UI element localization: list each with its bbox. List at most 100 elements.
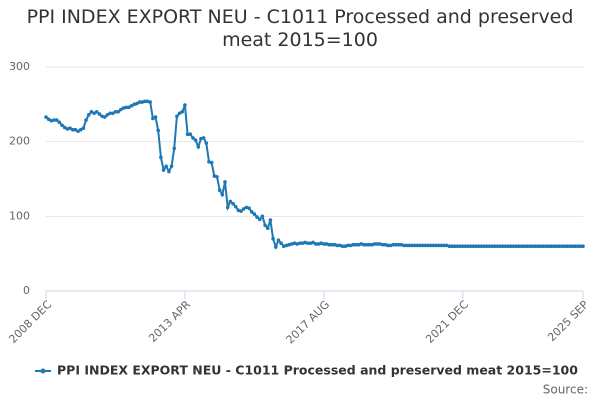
point	[335, 243, 340, 248]
point	[164, 164, 169, 169]
point	[306, 241, 310, 246]
point	[68, 126, 72, 131]
point	[485, 244, 489, 248]
point	[191, 136, 195, 140]
x-tick-label: 2017 AUG	[284, 298, 333, 347]
point	[249, 210, 254, 214]
point	[452, 244, 457, 248]
point	[73, 127, 78, 132]
point	[428, 243, 433, 248]
point	[570, 244, 575, 248]
point	[410, 243, 414, 248]
point	[565, 244, 569, 248]
point	[193, 138, 198, 142]
point	[466, 244, 470, 248]
point	[407, 243, 412, 248]
x-tick-label: 2021 DEC	[423, 298, 471, 346]
point	[434, 243, 438, 248]
point	[557, 244, 561, 248]
chart-title: PPI INDEX EXPORT NEU - C1011 Processed a…	[26, 6, 574, 51]
point	[412, 243, 417, 248]
point	[81, 126, 86, 131]
point	[519, 244, 524, 248]
point	[380, 242, 385, 247]
point	[367, 242, 372, 247]
point	[559, 244, 564, 248]
point	[546, 244, 551, 248]
point	[533, 244, 537, 248]
point	[169, 164, 174, 169]
point	[183, 103, 187, 107]
point	[442, 243, 446, 248]
point	[108, 111, 112, 116]
point	[404, 243, 409, 248]
point	[511, 244, 516, 248]
point	[225, 205, 230, 210]
point	[180, 110, 185, 114]
point	[102, 115, 107, 119]
point	[177, 111, 182, 116]
point	[479, 244, 484, 248]
point	[94, 110, 99, 114]
point	[450, 244, 454, 248]
point	[153, 115, 158, 119]
point	[84, 118, 88, 122]
point	[420, 243, 425, 248]
point	[402, 243, 406, 248]
point	[129, 104, 134, 108]
point	[156, 128, 161, 133]
point	[135, 101, 139, 106]
point	[543, 244, 548, 248]
point	[89, 110, 94, 114]
point	[271, 236, 275, 241]
point	[541, 244, 545, 248]
point	[60, 123, 64, 128]
point	[394, 242, 398, 247]
point	[220, 192, 225, 197]
point	[113, 110, 118, 114]
point	[498, 244, 502, 248]
point	[148, 100, 152, 104]
point	[209, 160, 214, 165]
point	[172, 146, 177, 151]
point	[495, 244, 500, 248]
point	[426, 243, 430, 248]
point	[474, 244, 478, 248]
point	[62, 125, 67, 130]
point	[70, 127, 75, 132]
point	[431, 243, 436, 248]
point	[575, 244, 580, 248]
point	[340, 244, 345, 248]
point	[127, 105, 131, 110]
point	[46, 117, 51, 122]
point	[268, 218, 273, 222]
point	[159, 155, 163, 160]
point	[535, 244, 540, 248]
point	[525, 244, 529, 248]
point	[530, 244, 535, 248]
point	[386, 243, 390, 248]
point	[116, 110, 120, 114]
point	[487, 244, 492, 248]
point	[439, 243, 444, 248]
point	[364, 242, 369, 247]
point	[273, 245, 278, 249]
point	[549, 244, 553, 248]
point	[204, 141, 209, 145]
point	[188, 132, 193, 136]
point	[436, 243, 441, 248]
point	[447, 244, 452, 248]
point	[415, 243, 420, 248]
point	[538, 244, 543, 248]
point	[252, 212, 257, 216]
point	[573, 244, 577, 248]
y-tick-label: 0	[23, 284, 30, 297]
point	[522, 244, 527, 248]
point	[527, 244, 532, 248]
point	[137, 100, 142, 104]
point	[215, 174, 219, 179]
point	[175, 114, 179, 119]
point	[110, 111, 115, 116]
